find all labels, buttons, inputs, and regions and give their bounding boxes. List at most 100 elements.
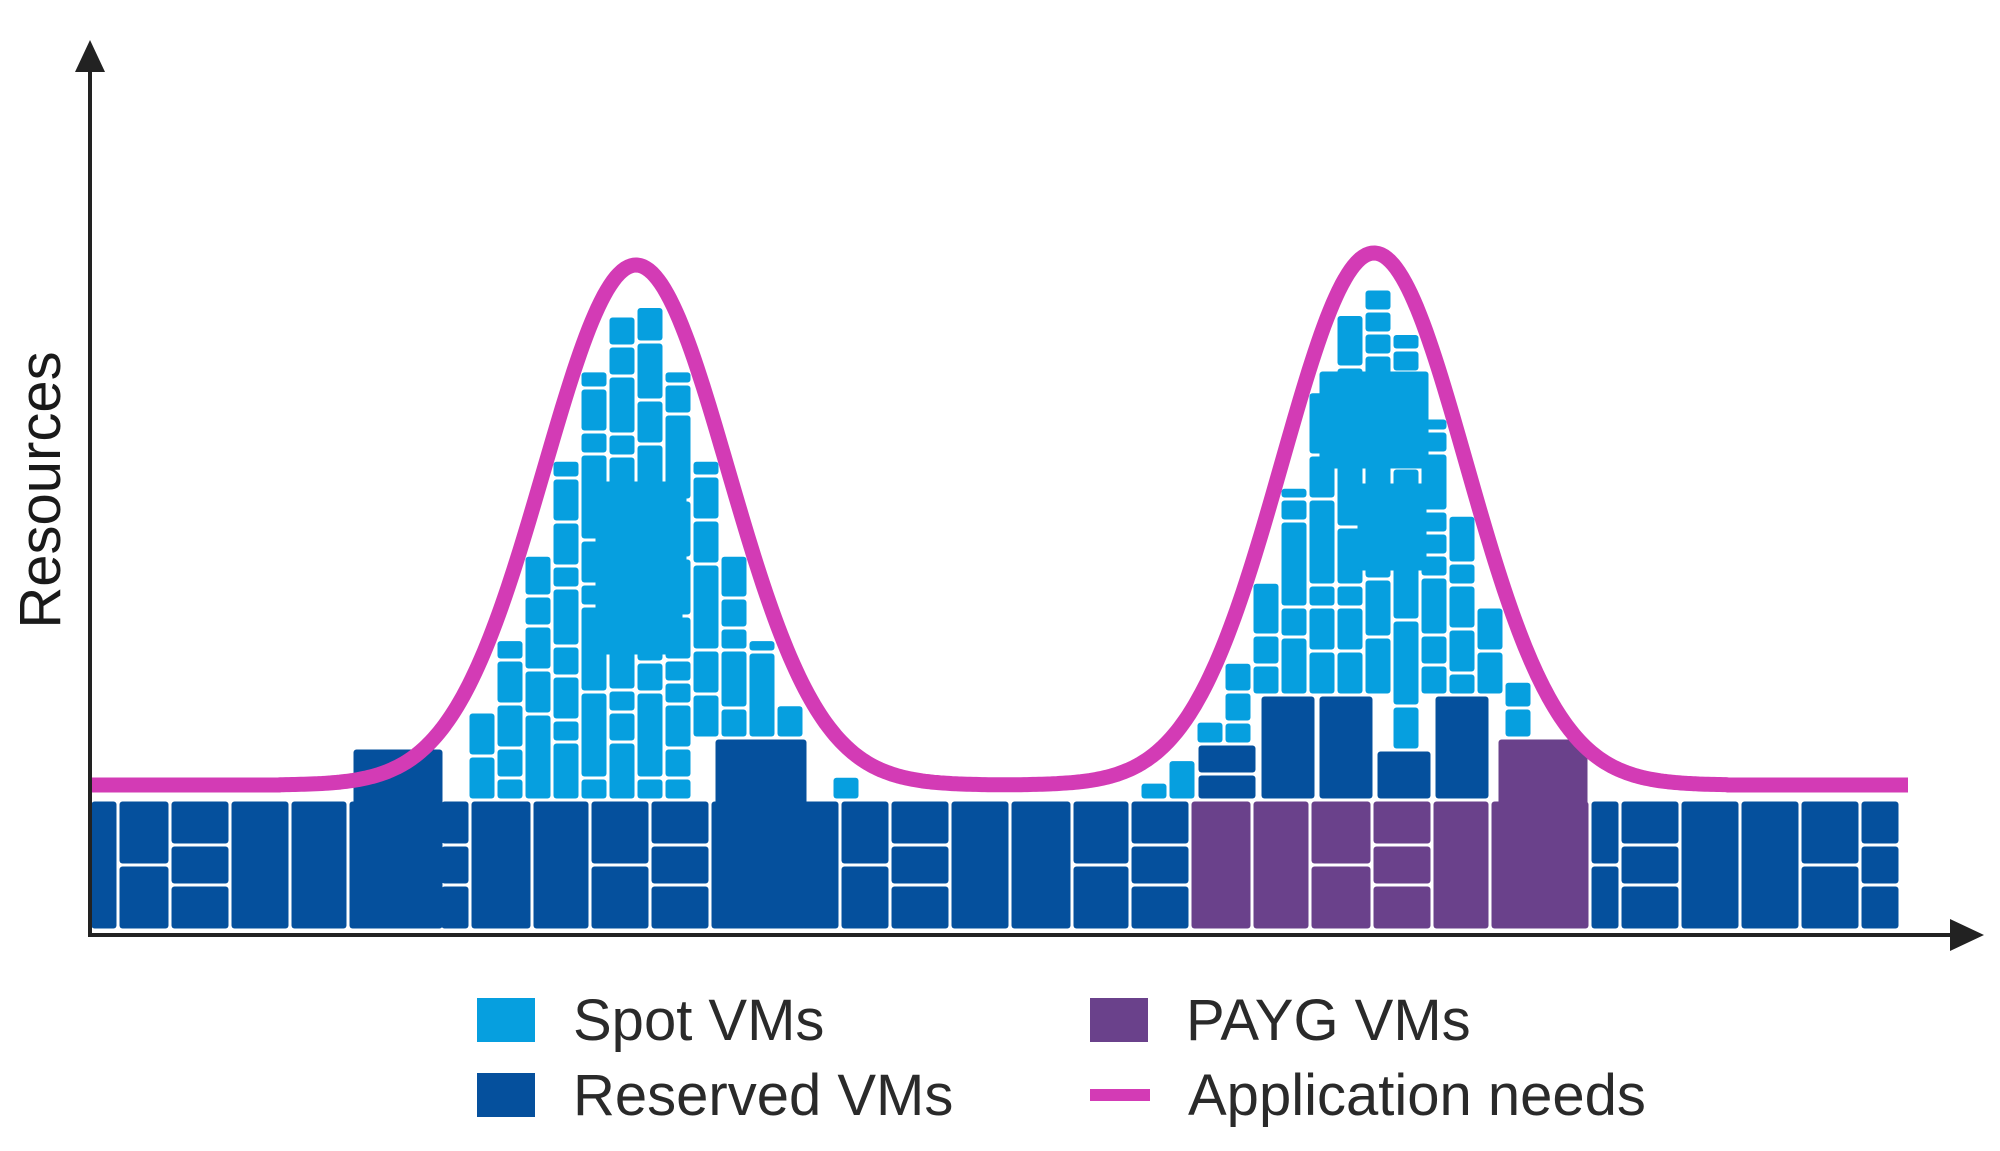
spot-vm-block	[497, 749, 523, 777]
spot-vm-block	[525, 627, 551, 669]
spot-vm-block	[553, 743, 579, 799]
legend-item-payg: PAYG VMs	[1090, 985, 1471, 1055]
spot-vm-block	[665, 705, 691, 747]
reserved-vm-block	[171, 801, 229, 844]
spot-vm-block	[1309, 586, 1335, 606]
spot-vm-block	[1393, 707, 1419, 749]
reserved-vm-block	[801, 801, 839, 929]
spot-vm-block	[1365, 334, 1391, 354]
spot-vm-block	[1477, 608, 1503, 650]
reserved-vm-block	[1621, 886, 1679, 929]
reserved-vm-block	[591, 866, 649, 929]
payg-vm-block	[1191, 801, 1251, 929]
spot-vm-block	[1169, 761, 1195, 799]
spot-vm-block	[1449, 516, 1475, 562]
spot-vm-block	[1421, 454, 1447, 510]
spot-vm-block	[637, 663, 663, 691]
reserved-vm-block	[1861, 886, 1899, 929]
reserved-vm-block	[1377, 751, 1431, 799]
spot-vm-block	[1449, 586, 1475, 628]
reserved-vm-block	[1621, 846, 1679, 884]
spot-vm-block	[721, 629, 747, 649]
reserved-vm-block	[471, 801, 531, 929]
legend-label-spot: Spot VMs	[573, 987, 825, 1053]
reserved-vm-block	[651, 886, 709, 929]
y-axis-arrowhead	[75, 40, 105, 72]
reserved-vm-block	[1011, 801, 1071, 929]
spot-vm-block	[1505, 709, 1531, 737]
reserved-vm-block	[951, 801, 1009, 929]
reserved-vm-block	[231, 801, 289, 929]
reserved-vms-swatch	[477, 1073, 535, 1117]
spot-vm-block	[1253, 583, 1279, 634]
reserved-vm-block	[1319, 696, 1373, 799]
reserved-vm-block	[171, 886, 229, 929]
reserved-vm-block	[119, 801, 169, 864]
spot-vm-block	[721, 556, 747, 597]
legend: Spot VMs Reserved VMs PAYG VMs Applicati…	[470, 985, 1720, 1135]
spot-vm-block	[665, 415, 691, 499]
spot-vm-block	[609, 713, 635, 741]
payg-vm-block	[1373, 886, 1431, 929]
spot-vm-block	[553, 479, 579, 521]
vm-blocks	[91, 290, 1899, 929]
spot-vm-block	[1477, 652, 1503, 694]
spot-vm-block	[637, 343, 663, 399]
spot-vm-block	[1225, 723, 1251, 743]
spot-vm-block	[721, 709, 747, 737]
spot-vm-block	[525, 597, 551, 625]
reserved-vm-block	[1261, 696, 1315, 799]
spot-vm-block	[1449, 674, 1475, 694]
legend-label-application: Application needs	[1188, 1062, 1646, 1128]
reserved-vm-block	[891, 846, 949, 884]
reserved-vm-block	[1198, 775, 1256, 799]
reserved-vm-block	[353, 749, 443, 929]
spot-vm-block	[1225, 663, 1251, 691]
spot-vm-block	[525, 715, 551, 799]
reserved-vm-block	[651, 846, 709, 884]
reserved-vm-block	[1591, 866, 1619, 929]
spot-vm-block	[693, 651, 719, 693]
spot-vm-block	[1421, 578, 1447, 634]
spot-vm-block	[581, 693, 607, 777]
spot-vm-block	[553, 677, 579, 719]
reserved-vm-block	[1801, 866, 1859, 929]
spot-vm-block	[497, 641, 523, 659]
application-needs-curve	[88, 245, 1908, 793]
reserved-vm-block	[1073, 801, 1129, 864]
spot-vm-block	[1421, 534, 1447, 554]
spot-vm-block	[609, 691, 635, 711]
spot-vm-block	[553, 647, 579, 675]
spot-vm-block	[1253, 636, 1279, 664]
spot-vm-block	[581, 433, 607, 453]
payg-vm-block	[1373, 801, 1431, 844]
legend-label-reserved: Reserved VMs	[573, 1062, 954, 1128]
spot-vm-block	[609, 743, 635, 799]
spot-vm-block	[665, 683, 691, 703]
spot-vm-block	[1319, 371, 1429, 469]
spot-vm-block	[497, 705, 523, 747]
spot-vm-block	[1337, 528, 1363, 584]
spot-vm-block	[637, 308, 663, 341]
spot-vm-block	[1421, 512, 1447, 532]
spot-vm-block	[553, 461, 579, 477]
spot-vm-block	[1365, 638, 1391, 694]
spot-vm-block	[1421, 636, 1447, 664]
spot-vm-block	[525, 671, 551, 713]
spot-vm-block	[637, 401, 663, 443]
reserved-vm-block	[715, 739, 807, 929]
spot-vm-block	[553, 721, 579, 741]
payg-vm-block	[1311, 866, 1371, 929]
spot-vm-block	[665, 749, 691, 777]
application-needs-swatch	[1090, 1089, 1150, 1101]
spot-vm-block	[777, 706, 803, 737]
reserved-vm-block	[119, 866, 169, 929]
payg-vm-block	[1433, 801, 1489, 929]
spot-vm-block	[581, 372, 607, 387]
spot-vm-block	[525, 556, 551, 595]
reserved-vm-block	[1741, 801, 1799, 929]
spot-vm-block	[1421, 556, 1447, 576]
reserved-vm-block	[291, 801, 347, 929]
y-axis-label: Resources	[8, 351, 73, 628]
